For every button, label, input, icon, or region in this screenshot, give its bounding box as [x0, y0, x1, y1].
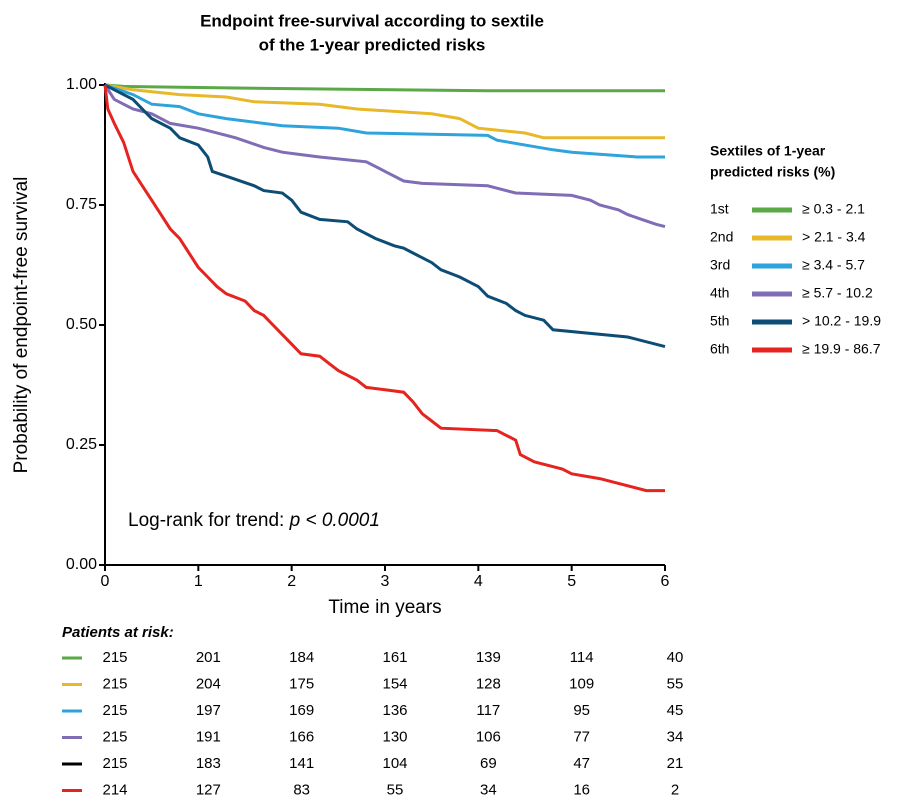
chart-title: of the 1-year predicted risks — [259, 35, 486, 54]
risk-count: 169 — [289, 702, 314, 719]
x-axis-title: Time in years — [328, 597, 441, 618]
y-tick-label: 0.75 — [66, 196, 97, 213]
risk-count: 16 — [573, 781, 590, 798]
survival-curve — [103, 84, 666, 229]
risk-count: 191 — [196, 728, 221, 745]
x-tick-label: 0 — [101, 573, 110, 590]
risk-count: 104 — [382, 755, 407, 772]
y-tick-label: 1.00 — [66, 76, 97, 93]
risk-count: 55 — [667, 675, 684, 692]
risk-count: 183 — [196, 755, 221, 772]
legend-rank: 3rd — [710, 257, 730, 273]
risk-count: 215 — [102, 728, 127, 745]
risk-count: 45 — [667, 702, 684, 719]
risk-count: 109 — [569, 675, 594, 692]
risk-count: 69 — [480, 755, 497, 772]
annotation: Log-rank for trend: p < 0.0001 — [128, 510, 380, 531]
x-tick-label: 5 — [567, 573, 576, 590]
risk-count: 106 — [476, 728, 501, 745]
risk-count: 201 — [196, 649, 221, 666]
risk-count: 154 — [382, 675, 407, 692]
risk-count: 127 — [196, 781, 221, 798]
risk-count: 34 — [480, 781, 497, 798]
legend-label: ≥ 0.3 - 2.1 — [802, 201, 865, 217]
risk-count: 47 — [573, 755, 590, 772]
x-tick-label: 3 — [381, 573, 390, 590]
survival-curve — [103, 84, 665, 493]
annotation-p: p < 0.0001 — [289, 510, 380, 531]
chart-title: Endpoint free-survival according to sext… — [200, 11, 544, 30]
risk-count: 128 — [476, 675, 501, 692]
risk-count: 83 — [293, 781, 310, 798]
annotation-text: Log-rank for trend: — [128, 510, 284, 531]
survival-curve — [104, 83, 665, 140]
risk-count: 215 — [102, 649, 127, 666]
survival-curve — [104, 83, 666, 349]
survival-curve — [104, 83, 665, 93]
risk-count: 141 — [289, 755, 314, 772]
legend-rank: 5th — [710, 313, 729, 329]
risk-count: 55 — [387, 781, 404, 798]
risk-count: 215 — [102, 675, 127, 692]
legend-rank: 4th — [710, 285, 729, 301]
x-tick-label: 2 — [287, 573, 296, 590]
legend-label: ≥ 19.9 - 86.7 — [802, 341, 881, 357]
x-tick-label: 1 — [194, 573, 203, 590]
risk-table-title: Patients at risk: — [62, 624, 174, 641]
risk-count: 161 — [382, 649, 407, 666]
legend-label: ≥ 5.7 - 10.2 — [802, 285, 873, 301]
legend-title: predicted risks (%) — [710, 164, 835, 180]
risk-count: 21 — [667, 755, 684, 772]
x-tick-label: 6 — [661, 573, 670, 590]
risk-count: 40 — [667, 649, 684, 666]
y-tick-label: 0.25 — [66, 436, 97, 453]
y-axis-title: Probability of endpoint-free survival — [11, 177, 32, 474]
risk-count: 2 — [671, 781, 679, 798]
risk-count: 95 — [573, 702, 590, 719]
risk-count: 197 — [196, 702, 221, 719]
legend-rank: 6th — [710, 341, 729, 357]
risk-count: 136 — [382, 702, 407, 719]
risk-count: 166 — [289, 728, 314, 745]
risk-count: 175 — [289, 675, 314, 692]
risk-count: 114 — [570, 649, 594, 666]
legend-rank: 2nd — [710, 229, 733, 245]
legend-title: Sextiles of 1-year — [710, 143, 826, 159]
y-tick-label: 0.50 — [66, 316, 97, 333]
risk-count: 117 — [476, 702, 500, 719]
risk-count: 214 — [102, 781, 127, 798]
risk-count: 215 — [102, 755, 127, 772]
legend-label: > 2.1 - 3.4 — [802, 229, 866, 245]
risk-count: 130 — [382, 728, 407, 745]
risk-count: 184 — [289, 649, 314, 666]
legend-label: > 10.2 - 19.9 — [802, 313, 881, 329]
risk-count: 34 — [667, 728, 684, 745]
risk-count: 204 — [196, 675, 221, 692]
y-tick-label: 0.00 — [66, 556, 97, 573]
legend-label: ≥ 3.4 - 5.7 — [802, 257, 865, 273]
survival-curve — [104, 83, 665, 159]
risk-count: 215 — [102, 702, 127, 719]
x-tick-label: 4 — [474, 573, 483, 590]
legend-rank: 1st — [710, 201, 729, 217]
risk-count: 139 — [476, 649, 501, 666]
risk-count: 77 — [573, 728, 590, 745]
